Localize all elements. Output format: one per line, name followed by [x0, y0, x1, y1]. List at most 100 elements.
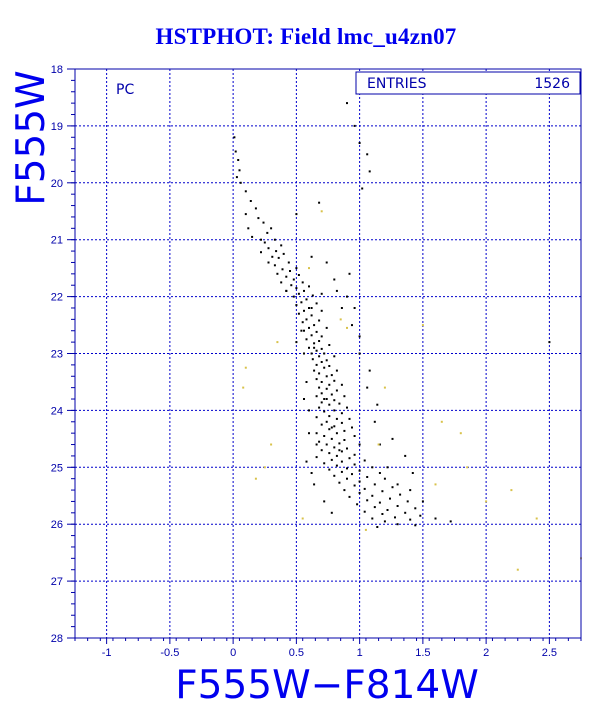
data-point: [414, 507, 417, 510]
data-point: [330, 437, 333, 440]
data-point: [383, 520, 386, 523]
data-point: [297, 312, 300, 315]
data-point: [373, 420, 376, 423]
data-point: [301, 281, 304, 284]
data-point: [409, 489, 412, 492]
data-point: [353, 463, 356, 466]
data-point: [340, 470, 343, 473]
data-point: [434, 517, 437, 520]
data-point: [386, 466, 389, 469]
data-point: [449, 520, 452, 523]
data-point: [308, 267, 310, 270]
data-point: [335, 369, 338, 372]
data-point: [315, 330, 318, 333]
data-point: [343, 395, 346, 398]
data-point: [303, 289, 305, 292]
data-point: [308, 285, 310, 288]
data-point: [358, 491, 361, 494]
data-point: [348, 272, 351, 275]
data-point: [396, 523, 399, 526]
data-point: [325, 420, 328, 423]
x-tick-label: 1: [357, 647, 363, 659]
data-points: [233, 102, 582, 571]
data-point: [242, 386, 245, 389]
data-point: [378, 472, 381, 474]
data-point: [238, 169, 241, 172]
data-point: [301, 517, 304, 520]
data-point: [282, 252, 285, 255]
data-point: [411, 472, 414, 474]
data-point: [363, 459, 366, 462]
data-point: [254, 207, 257, 210]
data-point: [421, 500, 424, 503]
data-point: [371, 494, 374, 497]
data-point: [273, 264, 276, 267]
data-point: [381, 490, 384, 493]
axis-ticks: [67, 68, 582, 644]
data-point: [285, 289, 288, 292]
data-point: [361, 187, 364, 190]
data-point: [358, 480, 361, 483]
data-point: [383, 386, 386, 389]
data-point: [414, 524, 417, 527]
data-point: [303, 329, 305, 332]
y-tick-labels: 18 19 20 21 22 23 24 25 26 27 28: [51, 64, 63, 645]
data-point: [303, 398, 305, 400]
data-point: [406, 500, 409, 503]
data-point: [333, 446, 336, 449]
data-point: [310, 472, 313, 474]
data-point: [315, 443, 318, 446]
data-point: [340, 450, 343, 453]
data-point: [244, 190, 247, 193]
data-point: [289, 270, 291, 272]
data-point: [323, 435, 326, 437]
stats-entries-value: 1526: [534, 76, 570, 92]
data-point: [363, 487, 366, 490]
data-point: [338, 402, 341, 405]
data-point: [318, 319, 321, 322]
data-point: [330, 393, 333, 396]
stats-box: [355, 71, 581, 95]
data-point: [266, 231, 269, 234]
data-point: [328, 468, 331, 471]
data-point: [315, 378, 318, 381]
y-tick-label: 19: [51, 121, 63, 133]
data-point: [235, 176, 238, 179]
data-point: [340, 421, 343, 424]
data-point: [343, 489, 346, 492]
data-point: [315, 363, 318, 366]
data-point: [340, 412, 343, 415]
data-point: [320, 309, 323, 312]
data-point: [328, 365, 331, 367]
data-point: [320, 449, 323, 452]
data-point: [313, 346, 316, 349]
data-point: [281, 268, 284, 271]
x-tick-label: 1.5: [415, 647, 430, 659]
data-point: [340, 460, 343, 463]
data-point: [421, 324, 424, 327]
data-point: [318, 372, 321, 375]
data-point: [340, 307, 343, 309]
data-point: [280, 281, 283, 284]
data-point: [308, 307, 310, 309]
data-point: [290, 284, 293, 287]
data-point: [297, 274, 300, 276]
corner-label: PC: [116, 82, 134, 98]
data-point: [315, 456, 318, 459]
data-point: [315, 302, 318, 305]
data-point: [234, 150, 237, 153]
data-point: [333, 278, 336, 281]
data-point: [333, 474, 336, 477]
data-point: [328, 428, 331, 431]
data-point: [399, 493, 402, 496]
data-point: [353, 453, 356, 456]
data-point: [310, 314, 313, 317]
data-point: [333, 355, 336, 358]
data-point: [276, 341, 279, 344]
data-point: [323, 500, 326, 503]
data-point: [247, 227, 250, 230]
data-point: [323, 410, 326, 413]
x-tick-label: 0.5: [289, 647, 304, 659]
data-point: [315, 349, 318, 352]
data-point: [338, 442, 341, 445]
